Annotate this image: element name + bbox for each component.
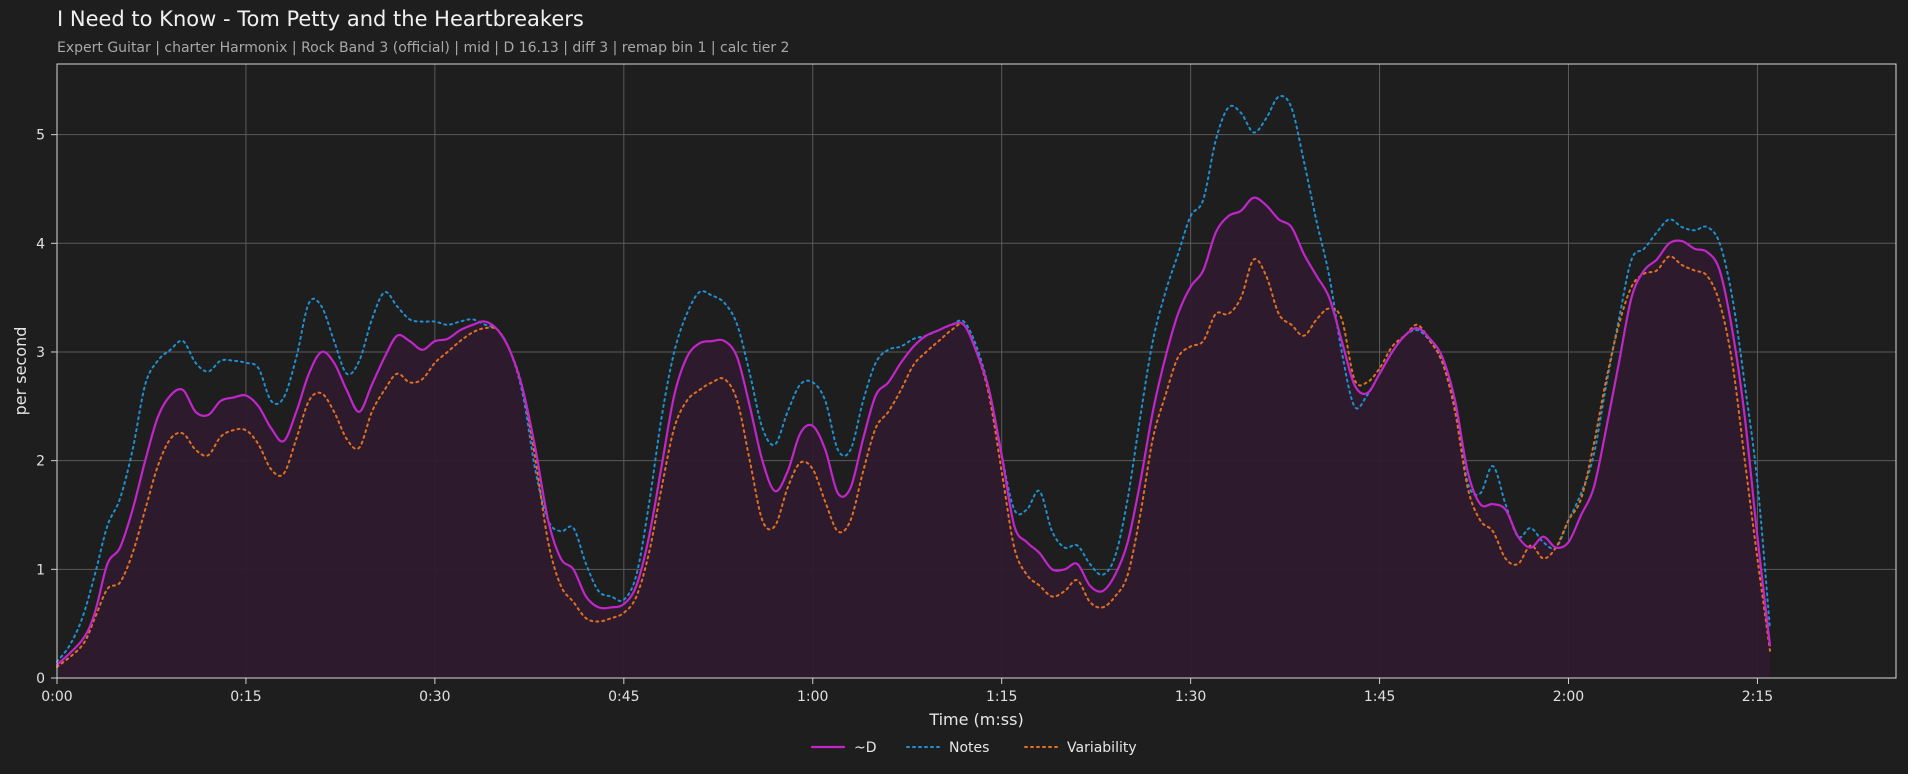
x-axis-label: Time (m:ss) (928, 710, 1023, 729)
legend-label: ~D (854, 740, 877, 756)
y-tick-label: 0 (36, 671, 45, 687)
plot-frame (56, 63, 1897, 679)
x-tick-label: 0:15 (230, 689, 261, 705)
y-tick-label: 3 (36, 345, 45, 361)
series-line-variability (56, 255, 1771, 669)
axis-ticks: 0:00 0:15 0:30 0:45 1:00 1:15 1:30 1:45 2:00 2:15… (36, 128, 1773, 705)
chart-subtitle: Expert Guitar | charter Harmonix | Rock … (57, 40, 790, 56)
y-tick-label: 4 (36, 236, 45, 252)
x-tick-label: 1:45 (1364, 689, 1395, 705)
x-tick-label: 0:00 (41, 689, 72, 705)
legend-label: Variability (1067, 740, 1137, 756)
y-tick-label: 1 (36, 562, 45, 578)
x-tick-label: 0:45 (608, 689, 639, 705)
y-tick-label: 2 (36, 454, 45, 470)
y-axis-label: per second (11, 327, 30, 416)
legend-item-notes: Notes (906, 740, 989, 756)
legend-item-d: ~D (810, 740, 877, 756)
series-line-d (55, 196, 1772, 667)
x-tick-label: 1:30 (1175, 689, 1206, 705)
legend: ~D Notes Variability (810, 740, 1137, 756)
x-tick-label: 1:00 (797, 689, 828, 705)
series-line-notes (56, 95, 1771, 663)
legend-label: Notes (949, 740, 989, 756)
series-layer (55, 95, 1772, 669)
legend-item-variability: Variability (1024, 740, 1137, 756)
x-tick-label: 0:30 (419, 689, 450, 705)
x-tick-label: 2:00 (1553, 689, 1584, 705)
y-tick-label: 5 (36, 128, 45, 144)
chart-title: I Need to Know - Tom Petty and the Heart… (57, 7, 584, 31)
area-fill-layer (57, 197, 1770, 678)
x-tick-label: 2:15 (1742, 689, 1773, 705)
x-tick-label: 1:15 (986, 689, 1017, 705)
d-area-fill (57, 197, 1770, 678)
